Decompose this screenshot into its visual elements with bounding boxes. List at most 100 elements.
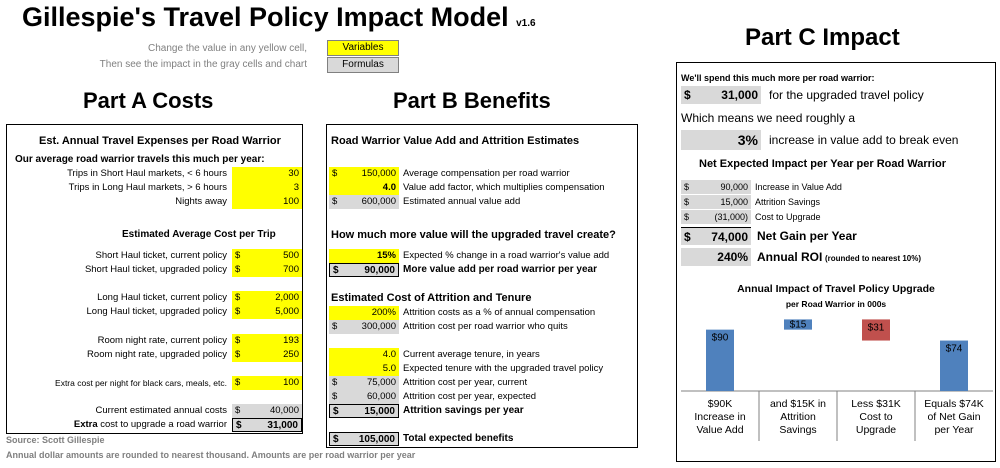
lh-up-value: 5,000: [275, 306, 299, 317]
roi-note: (rounded to nearest 10%): [824, 254, 921, 263]
part-b-sub-attr: Estimated Cost of Attrition and Tenure: [331, 292, 532, 304]
total-cell: $105,000: [329, 432, 399, 446]
pct-value: 15%: [376, 250, 396, 261]
dollar-sign: $: [332, 196, 338, 207]
lh-up-input[interactable]: $5,000: [232, 305, 302, 319]
attr-year-exp-value: 60,000: [366, 391, 396, 402]
nights-input[interactable]: 100: [232, 195, 302, 209]
attr-savings-value: 15,000: [364, 406, 395, 417]
chart-category-label: and $15K in: [770, 398, 826, 410]
pct-input[interactable]: 15%: [329, 249, 399, 263]
trips-short-input[interactable]: 30: [232, 167, 302, 181]
chart-category-label: Equals $74K: [924, 398, 984, 410]
attr-pct-label: Attrition costs as a % of annual compens…: [403, 307, 596, 318]
rn-cur-value: 193: [283, 335, 299, 346]
dollar-sign: $: [684, 182, 690, 192]
trips-long-label: Trips in Long Haul markets, > 6 hours: [68, 182, 227, 193]
extra-input[interactable]: $100: [232, 376, 302, 390]
chart-category-label: $90K: [708, 398, 733, 410]
part-b-title: Part B Benefits: [393, 88, 551, 113]
rn-cur-input[interactable]: $193: [232, 334, 302, 348]
chart-bar: [940, 340, 968, 391]
attr-sav-cell: $15,000: [681, 195, 751, 209]
tenure-exp-input[interactable]: 5.0: [329, 362, 399, 376]
dollar-sign: $: [235, 377, 241, 388]
chart-data-label: $31: [868, 322, 885, 333]
footer-source: Source: Scott Gillespie: [6, 435, 105, 445]
cur-annual-label: Current estimated annual costs: [95, 405, 227, 416]
nights-value: 100: [283, 196, 299, 207]
more-value-label: More value add per road warrior per year: [403, 264, 597, 275]
attr-savings-label: Attrition savings per year: [403, 405, 524, 416]
extra-label: Extra cost per night for black cars, mea…: [55, 378, 227, 388]
spend-label: We'll spend this much more per road warr…: [681, 73, 875, 83]
chart-bar: [862, 319, 890, 341]
part-c-panel: We'll spend this much more per road warr…: [676, 62, 996, 462]
footer-note: Annual dollar amounts are rounded to nea…: [6, 450, 416, 460]
part-a-section-title: Est. Annual Travel Expenses per Road War…: [39, 135, 281, 147]
title-text: Gillespie's Travel Policy Impact Model: [22, 2, 509, 32]
extra-cost-cell: $31,000: [232, 418, 302, 432]
sh-cur-input[interactable]: $500: [232, 249, 302, 263]
inc-value-label: Increase in Value Add: [755, 182, 842, 192]
part-a-title: Part A Costs: [83, 88, 214, 113]
pct-label: Expected % change in a road warrior's va…: [403, 250, 610, 261]
factor-value: 4.0: [382, 182, 396, 193]
part-a-sub2: Estimated Average Cost per Trip: [122, 229, 276, 240]
part-b-panel: Road Warrior Value Add and Attrition Est…: [326, 124, 638, 448]
instruction-2: Then see the impact in the gray cells an…: [99, 59, 307, 70]
chart-category-label: Value Add: [696, 424, 743, 436]
version-label: v1.6: [516, 18, 536, 29]
roi-label: Annual ROI: [757, 250, 823, 264]
dollar-sign: $: [235, 250, 241, 261]
rn-up-input[interactable]: $250: [232, 348, 302, 362]
comp-input[interactable]: $150,000: [329, 167, 399, 181]
factor-input[interactable]: 4.0: [329, 181, 399, 195]
more-value-value: 90,000: [364, 265, 395, 276]
more-value-cell: $90,000: [329, 263, 399, 277]
attr-cost-cell: $300,000: [329, 320, 399, 334]
attr-cost-value: 300,000: [361, 321, 396, 332]
spend-value: 31,000: [721, 88, 758, 102]
chart-category-label: of Net Gain: [927, 411, 980, 423]
lh-cur-value: 2,000: [275, 292, 299, 303]
chart-bar: [706, 329, 734, 391]
lh-cur-label: Long Haul ticket, current policy: [97, 292, 227, 303]
extra-cost-value: 31,000: [267, 420, 298, 431]
rn-up-value: 250: [283, 349, 299, 360]
tenure-cur-input[interactable]: 4.0: [329, 348, 399, 362]
dollar-sign: $: [332, 168, 338, 179]
attr-year-cur-cell: $75,000: [329, 376, 399, 390]
roi-cell: 240%: [681, 248, 751, 266]
cur-annual-value: 40,000: [269, 405, 299, 416]
chart-category-label: per Year: [934, 424, 974, 436]
dollar-sign: $: [235, 264, 241, 275]
dollar-sign: $: [236, 420, 242, 431]
sh-up-label: Short Haul ticket, upgraded policy: [84, 264, 227, 275]
roi-label-row: Annual ROI (rounded to nearest 10%): [757, 250, 921, 264]
part-a-panel: Est. Annual Travel Expenses per Road War…: [6, 124, 303, 434]
cost-up-value: (31,000): [714, 212, 748, 222]
attr-sav-value: 15,000: [720, 197, 748, 207]
sh-cur-label: Short Haul ticket, current policy: [95, 250, 227, 261]
chart-data-label: $74: [946, 344, 963, 355]
factor-label: Value add factor, which multiplies compe…: [403, 182, 605, 193]
dollar-sign: $: [332, 321, 338, 332]
part-c-title: Part C Impact: [745, 24, 900, 51]
lh-up-label: Long Haul ticket, upgraded policy: [86, 306, 227, 317]
attr-cost-label: Attrition cost per road warrior who quit…: [403, 321, 568, 332]
dollar-sign: $: [333, 434, 339, 445]
means-label: Which means we need roughly a: [681, 111, 856, 125]
trips-long-input[interactable]: 3: [232, 181, 302, 195]
attr-year-exp-label: Attrition cost per year, expected: [403, 391, 537, 402]
chart-category-label: Savings: [779, 424, 816, 436]
trips-short-value: 30: [288, 168, 299, 179]
tenure-cur-value: 4.0: [382, 349, 396, 360]
attr-year-cur-value: 75,000: [366, 377, 396, 388]
net-gain-cell: $74,000: [681, 227, 751, 245]
cost-up-label: Cost to Upgrade: [755, 212, 821, 222]
lh-cur-input[interactable]: $2,000: [232, 291, 302, 305]
dollar-sign: $: [235, 292, 241, 303]
sh-up-input[interactable]: $700: [232, 263, 302, 277]
attr-pct-input[interactable]: 200%: [329, 306, 399, 320]
